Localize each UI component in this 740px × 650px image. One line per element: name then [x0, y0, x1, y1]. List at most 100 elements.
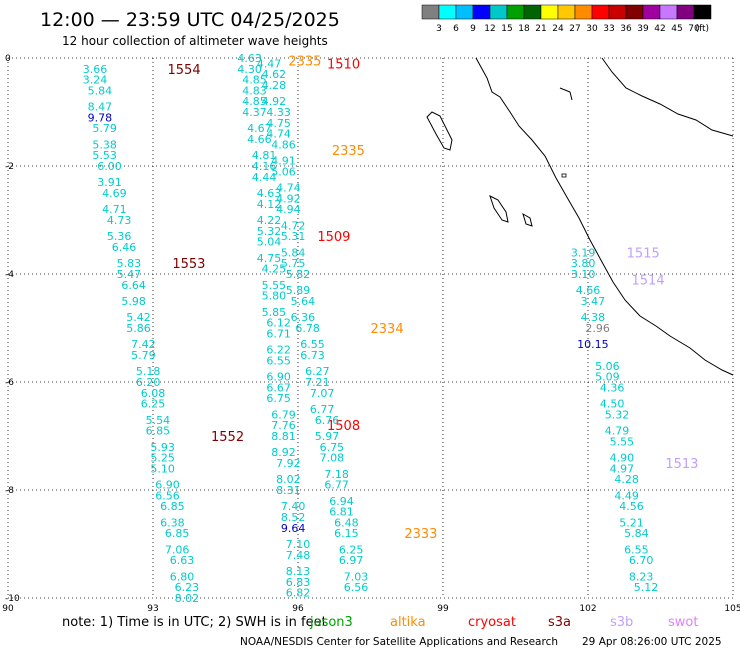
wave-height-value: 6.78 — [295, 322, 320, 335]
wave-height-value: 5.83 — [117, 257, 142, 270]
wave-height-value: 5.36 — [107, 230, 132, 243]
wave-height-value: 6.64 — [121, 279, 146, 292]
wave-height-value: 3.80 — [571, 257, 596, 270]
grid — [7, 57, 734, 599]
wave-height-value: 5.82 — [286, 268, 311, 281]
wave-height-value: 4.38 — [581, 311, 606, 324]
track-s3a: 3.663.245.848.479.785.795.385.536.003.91… — [83, 63, 244, 605]
track-time-label: 1553 — [172, 257, 205, 272]
wave-height-value: 5.09 — [595, 371, 620, 384]
wave-height-value: 5.93 — [150, 441, 175, 454]
header: 12:00 — 23:59 UTC 04/25/2025 12 hour col… — [40, 9, 340, 48]
wave-height-value: 7.06 — [165, 543, 190, 556]
colorbar-swatch — [659, 4, 678, 20]
wave-height-value: 5.75 — [281, 257, 306, 270]
wave-height-value: 5.55 — [262, 279, 287, 292]
colorbar-label: 3 — [436, 24, 442, 34]
wave-height-value: 3.66 — [83, 63, 108, 76]
inner-coast — [559, 87, 573, 101]
track-time-label: 1510 — [327, 57, 360, 72]
wave-height-value: 6.94 — [329, 495, 354, 508]
wave-height-value: 5.54 — [146, 414, 171, 427]
wave-height-value: 4.91 — [271, 155, 296, 168]
colorbar-label: 9 — [470, 24, 476, 34]
colorbar-label: 70 — [688, 24, 700, 34]
wave-height-value: 6.48 — [334, 516, 359, 529]
wave-height-value: 6.77 — [310, 403, 335, 416]
track-s3b: 3.193.803.10 4.663.47 4.382.96 10.15 5.065.0… — [571, 246, 699, 594]
wave-height-value: 5.47 — [117, 268, 142, 281]
track-time-label: 1508 — [327, 419, 360, 434]
colorbar-swatch — [523, 4, 542, 20]
wave-height-value: 8.92 — [271, 446, 296, 459]
lat-tick-label: 0 — [5, 54, 11, 64]
wave-height-value: 6.70 — [629, 554, 654, 567]
track-altika: 4.474.624.284.924.334.754.744.864.915.06… — [257, 55, 438, 595]
wave-height-value: 6.23 — [175, 581, 200, 594]
wave-height-value: 5.32 — [257, 225, 282, 238]
wave-height-value: 6.90 — [155, 479, 180, 492]
tracks: 3.663.245.848.479.785.795.385.536.003.91… — [83, 52, 699, 605]
map-title: 12:00 — 23:59 UTC 04/25/2025 — [40, 9, 340, 31]
wave-height-value: 4.86 — [271, 138, 296, 151]
wave-height-value: 5.10 — [150, 462, 175, 475]
colorbar-swatch — [540, 4, 559, 20]
wave-height-value: 3.19 — [571, 246, 596, 259]
wave-height-value: 5.85 — [262, 306, 287, 319]
wave-height-value: 4.50 — [600, 398, 625, 411]
colorbar-swatch — [455, 4, 474, 20]
wave-height-value: 5.53 — [92, 149, 117, 162]
wave-height-value: 5.79 — [92, 122, 117, 135]
legend: note: 1) Time is in UTC; 2) SWH is in fe… — [62, 615, 698, 630]
track-time-label: 2334 — [371, 322, 404, 337]
wave-height-value: 4.97 — [610, 462, 635, 475]
legend-note: note: 1) Time is in UTC; 2) SWH is in fe… — [62, 615, 327, 630]
wave-height-value: 5.86 — [126, 322, 151, 335]
wave-height-value: 7.92 — [276, 457, 301, 470]
wave-height-value: 5.31 — [281, 230, 306, 243]
wave-height-value: 4.25 — [262, 263, 287, 276]
colorbar-swatch — [574, 4, 593, 20]
wave-height-value: 8.52 — [281, 511, 306, 524]
batu-island — [522, 212, 533, 227]
wave-height-value: 4.33 — [266, 106, 291, 119]
wave-height-value: 7.18 — [324, 468, 349, 481]
wave-height-value: 6.83 — [286, 576, 311, 589]
wave-height-value: 6.97 — [339, 554, 364, 567]
wave-height-value: 4.36 — [600, 381, 625, 394]
wave-height-value: 6.85 — [146, 425, 171, 438]
wave-height-value: 5.04 — [257, 236, 282, 249]
wave-height-value: 5.84 — [281, 246, 306, 259]
wave-height-value: 8.02 — [276, 473, 301, 486]
wave-height-value: 8.02 — [175, 592, 200, 605]
wave-height-value: 6.90 — [266, 371, 291, 384]
colorbar-swatch — [438, 4, 457, 20]
wave-height-value: 6.73 — [300, 349, 325, 362]
lon-tick-label: 93 — [147, 604, 158, 614]
wave-height-value: 4.75 — [266, 117, 291, 130]
wave-height-value: 6.80 — [170, 570, 195, 583]
wave-height-value: 7.08 — [320, 452, 345, 465]
wave-height-value: 5.12 — [634, 581, 659, 594]
wave-height-value: 4.63 — [257, 187, 282, 200]
wave-height-value: 6.22 — [266, 344, 291, 357]
wave-height-value: 4.28 — [262, 79, 287, 92]
wave-height-value: 6.85 — [160, 500, 185, 513]
wave-height-value: 5.84 — [624, 527, 649, 540]
wave-height-value: 7.42 — [131, 338, 156, 351]
wave-height-value: 4.79 — [605, 425, 630, 438]
legend-satellite-cryosat: cryosat — [468, 615, 516, 630]
colorbar-label: 30 — [586, 24, 598, 34]
wave-height-value: 6.75 — [266, 392, 291, 405]
colorbar-label: 18 — [518, 24, 530, 34]
wave-height-value: 6.85 — [165, 527, 190, 540]
colorbar-swatch — [557, 4, 576, 20]
wave-height-value: 9.64 — [281, 522, 306, 535]
wave-height-value: 5.06 — [271, 165, 296, 178]
colorbar-swatch — [676, 4, 695, 20]
wave-height-value: 4.75 — [257, 252, 282, 265]
wave-height-value: 4.71 — [102, 203, 127, 216]
wave-height-value: 7.76 — [271, 419, 296, 432]
axes: 90 93 96 99 102 105 0 -2 -4 -6 -8 -10 — [2, 54, 740, 614]
wave-height-value: 4.90 — [610, 452, 635, 465]
